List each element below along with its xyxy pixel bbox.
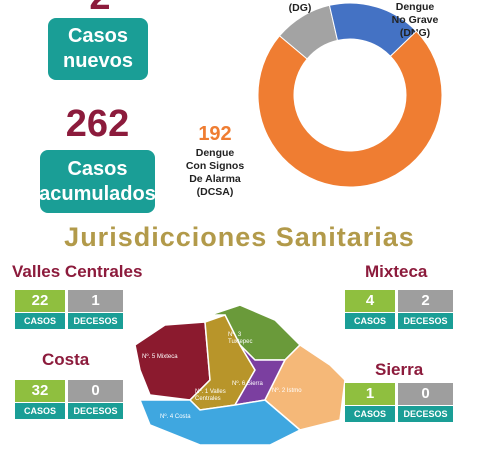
region-name: Valles Centrales xyxy=(12,262,143,281)
cases-count: 1 xyxy=(345,383,395,405)
total-cases: 262 xyxy=(65,103,130,145)
deaths-label: DECESOS xyxy=(398,406,453,422)
map-label: Nº. 6 Sierra xyxy=(232,380,264,387)
deaths-count: 0 xyxy=(68,380,123,402)
region-name: Costa xyxy=(42,350,90,369)
deaths-count: 2 xyxy=(398,290,453,312)
cases-label: CASOS xyxy=(345,313,395,329)
heading: Jurisdicciones Sanitarias xyxy=(64,222,415,252)
map-label: Nº. 4 Costa xyxy=(160,413,191,420)
map-label: Nº. 2 Istmo xyxy=(272,387,302,394)
deaths-label: DECESOS xyxy=(68,313,123,329)
cases-count: 4 xyxy=(345,290,395,312)
deaths-label: DECESOS xyxy=(398,313,453,329)
map-label: Nº. 1 Valles Centrales xyxy=(195,388,226,402)
map-region xyxy=(138,399,302,446)
donut-slice xyxy=(257,30,443,188)
category-label: Grave(DG) xyxy=(285,0,315,14)
new-cases-label: Casos nuevos xyxy=(48,18,148,80)
cases-label: CASOS xyxy=(15,313,65,329)
region-name: Sierra xyxy=(375,360,424,379)
cases-label: CASOS xyxy=(15,403,65,419)
total-cases-label: Casos acumulados xyxy=(39,150,156,213)
region-name: Mixteca xyxy=(365,262,428,281)
map-label: Nº. 3 Tuxtepec xyxy=(228,331,252,345)
cases-label: CASOS xyxy=(345,406,395,422)
map-label: Nº. 5 Mixteca xyxy=(142,353,178,360)
value-label: 192 xyxy=(198,123,231,145)
category-label: Dengue Con Signos De Alarma (DCSA) xyxy=(186,147,244,198)
new-cases: 2 xyxy=(60,0,140,19)
deaths-count: 1 xyxy=(68,290,123,312)
cases-count: 32 xyxy=(15,380,65,402)
deaths-label: DECESOS xyxy=(68,403,123,419)
deaths-count: 0 xyxy=(398,383,453,405)
cases-count: 22 xyxy=(15,290,65,312)
